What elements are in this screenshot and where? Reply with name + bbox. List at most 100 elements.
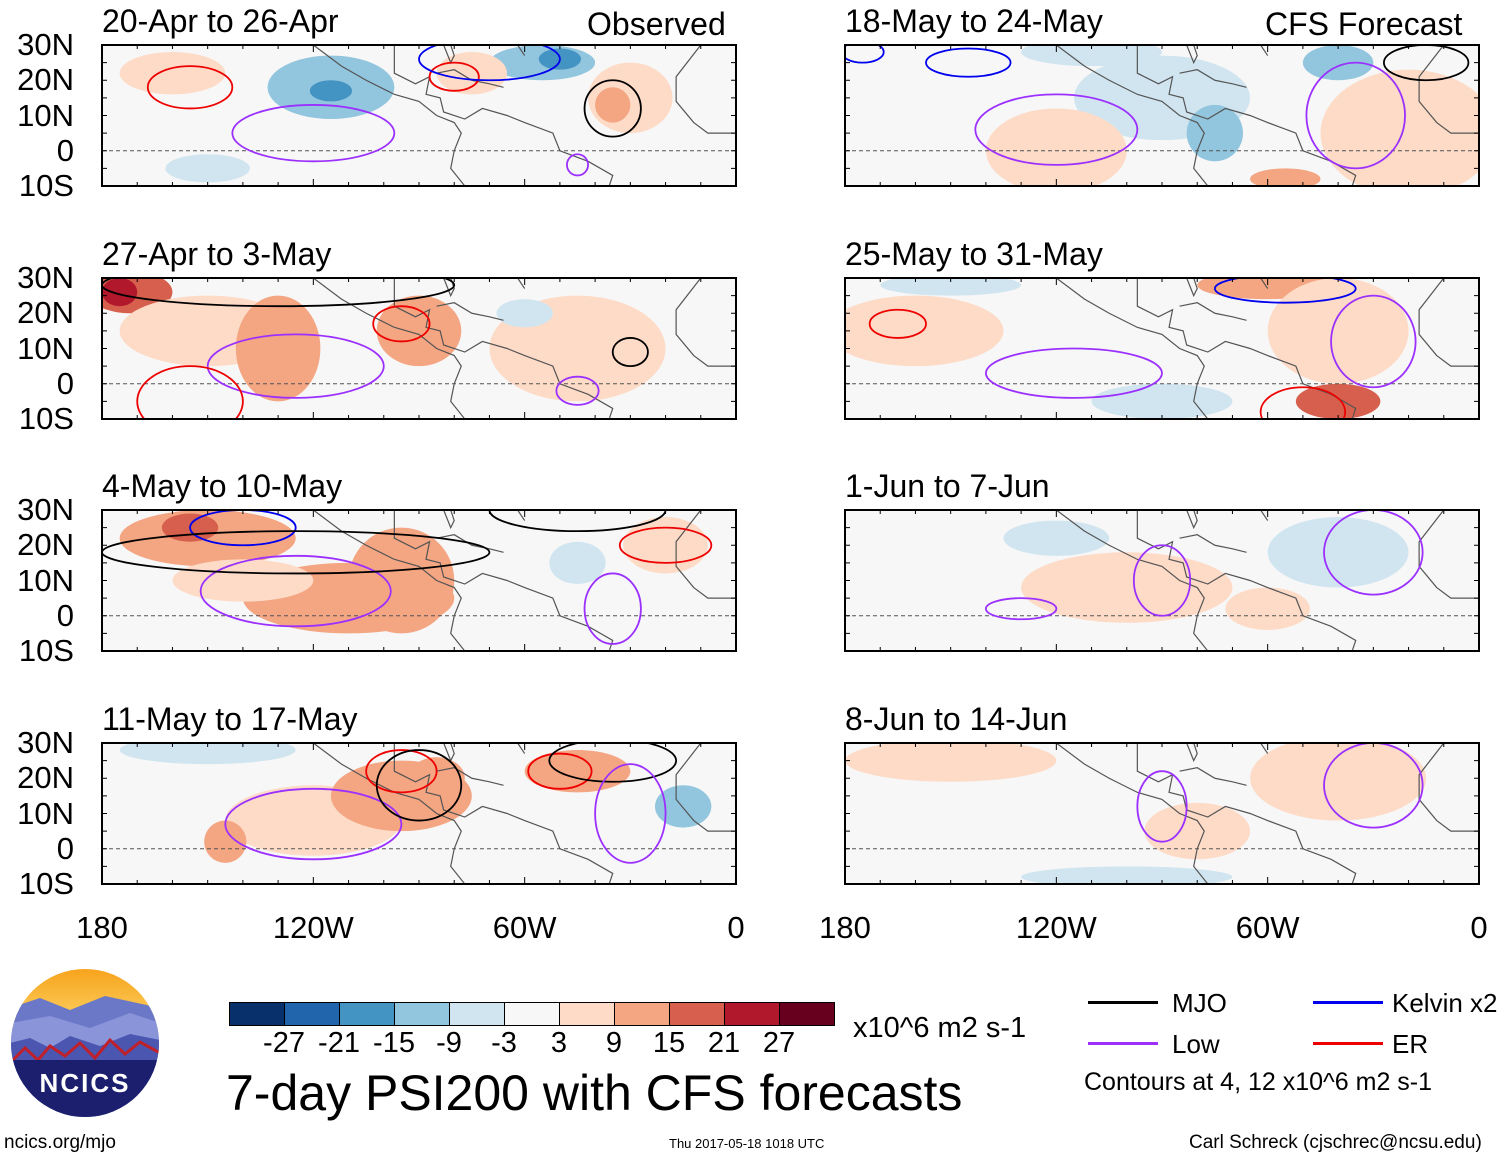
contour [868, 308, 927, 339]
lon-tick-label: 0 [1470, 910, 1488, 945]
coastline [1055, 743, 1209, 884]
coastline [1186, 510, 1198, 530]
anomaly-shading [623, 517, 708, 574]
panel-title: 4-May to 10-May [102, 468, 343, 504]
map-panel [844, 44, 1480, 187]
lat-tick-label: 0 [56, 365, 74, 401]
anomaly-shading [654, 785, 712, 828]
coastline [489, 510, 526, 521]
anomaly-shading [309, 80, 353, 102]
map-panel [101, 509, 737, 652]
coastline [489, 743, 526, 754]
contour [102, 278, 456, 308]
coastline [393, 743, 614, 884]
colorbar-label: -9 [436, 1027, 462, 1059]
anomaly-shading [1250, 743, 1427, 821]
anomaly-shading [1091, 383, 1233, 419]
colorbar [229, 1002, 835, 1026]
legend-line-low [1088, 1042, 1158, 1045]
colorbar-label: 9 [605, 1027, 623, 1059]
anomaly-shading [165, 154, 250, 183]
contour [925, 47, 1012, 78]
coastline [1055, 510, 1209, 651]
colorbar-swatch [615, 1003, 670, 1025]
coastline [393, 510, 614, 651]
panel-title: 1-Jun to 7-Jun [845, 468, 1050, 504]
coastline [675, 278, 736, 367]
colorbar-swatch [230, 1003, 285, 1025]
contour [146, 65, 234, 110]
contour [428, 61, 480, 92]
contour [372, 305, 431, 343]
coastline [1179, 534, 1247, 553]
coastline [443, 45, 455, 65]
lat-tick-label: 30N [17, 492, 74, 527]
anomaly-shading [595, 87, 631, 123]
contour [1323, 743, 1424, 829]
coastline [312, 278, 466, 419]
contour [224, 787, 403, 861]
panel-title: 27-Apr to 3-May [102, 236, 332, 272]
colorbar-swatch [285, 1003, 340, 1025]
contour [566, 153, 589, 177]
lat-tick-label: 10S [18, 866, 74, 902]
contour [974, 93, 1139, 166]
anomaly-shading [985, 108, 1127, 186]
anomaly-shading [348, 527, 455, 634]
lat-tick-label: 10N [17, 97, 74, 133]
panel-title: 18-May to 24-May [845, 3, 1103, 39]
lat-tick-label: 0 [56, 132, 74, 168]
contour [102, 530, 491, 575]
coastline [1418, 278, 1479, 367]
contour [1136, 770, 1188, 843]
contour [189, 510, 297, 547]
contour [1330, 294, 1417, 389]
map-panel [101, 44, 737, 187]
contour [1213, 278, 1357, 304]
contour [618, 526, 713, 564]
contour [555, 375, 600, 406]
colorbar-swatch [560, 1003, 615, 1025]
lon-tick-label: 180 [76, 910, 128, 945]
contour [527, 752, 593, 790]
map-panel [844, 742, 1480, 885]
coastline [1136, 45, 1357, 186]
contour [488, 510, 667, 533]
colorbar-swatch [450, 1003, 505, 1025]
coastline [1232, 45, 1269, 56]
coastline [1179, 69, 1247, 88]
map-panel [844, 509, 1480, 652]
contour [206, 333, 385, 399]
lon-tick-label: 0 [727, 910, 745, 945]
lat-tick-label: 20N [17, 62, 74, 98]
map-panel [101, 277, 737, 420]
contour [611, 337, 649, 368]
colorbar-label: -15 [373, 1027, 415, 1059]
anomaly-shading [549, 541, 606, 585]
colorbar-swatch [725, 1003, 780, 1025]
contour [1132, 544, 1192, 617]
legend-line-mjo [1088, 1001, 1158, 1004]
anomaly-shading [845, 295, 1004, 367]
legend-low: Low [1172, 1029, 1220, 1059]
contour [984, 597, 1058, 621]
coastline [1232, 278, 1269, 289]
lat-tick-label: 20N [17, 527, 74, 563]
map-panel [844, 277, 1480, 420]
contour [583, 79, 642, 138]
footer-url[interactable]: ncics.org/mjo [4, 1132, 116, 1153]
lat-tick-label: 10N [17, 795, 74, 831]
ncics-logo: NCICS [11, 969, 159, 1117]
anomaly-shading [172, 559, 314, 602]
colorbar-label: 27 [762, 1027, 796, 1059]
lon-tick-label: 60W [1235, 910, 1300, 945]
colorbar-swatch [670, 1003, 725, 1025]
lat-tick-label: 10S [18, 168, 74, 204]
panel-title: 20-Apr to 26-Apr [102, 3, 339, 39]
contour [136, 365, 244, 419]
anomaly-shading [119, 743, 296, 765]
anomaly-shading [1267, 278, 1409, 384]
lat-tick-label: 30N [17, 725, 74, 760]
anomaly-shading [102, 278, 138, 307]
